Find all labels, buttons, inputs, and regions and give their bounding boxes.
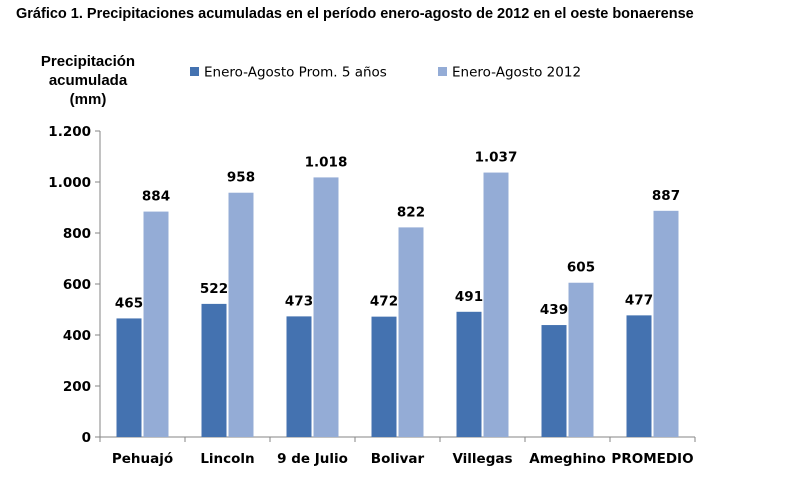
- data-label-series-1: 522: [200, 281, 228, 297]
- data-label-series-1: 473: [285, 293, 313, 309]
- data-label-series-2: 605: [567, 260, 595, 276]
- legend: Enero-Agosto Prom. 5 años Enero-Agosto 2…: [190, 65, 581, 81]
- bar-series-2: [653, 210, 679, 437]
- x-category-label: Lincoln: [200, 451, 254, 467]
- bar-series-1: [286, 316, 312, 437]
- x-category-label: Pehuajó: [112, 451, 173, 467]
- data-label-series-1: 472: [370, 294, 398, 310]
- data-label-series-1: 491: [455, 289, 483, 305]
- bar-series-1: [371, 316, 397, 437]
- plot-area: 0 200 400 600 800 1.000 1.200 465 884 Pehuajó 522 9…: [48, 124, 696, 467]
- x-category-label: PROMEDIO: [611, 451, 693, 467]
- bar-series-2: [228, 192, 254, 437]
- bar-series-1: [116, 318, 142, 437]
- bar-series-2: [483, 172, 509, 437]
- data-label-series-2: 958: [227, 170, 255, 186]
- y-axis-label: Precipitación acumulada (mm): [30, 52, 146, 109]
- chart-title: Gráfico 1. Precipitaciones acumuladas en…: [16, 6, 694, 22]
- y-tick-label: 200: [63, 379, 91, 395]
- y-axis-label-line-3: (mm): [69, 91, 107, 108]
- bar-series-2: [143, 211, 169, 437]
- y-tick-label: 400: [63, 328, 91, 344]
- y-tick-label: 0: [82, 430, 91, 446]
- legend-label-series-1: Enero-Agosto Prom. 5 años: [204, 65, 387, 81]
- data-label-series-1: 465: [115, 295, 143, 311]
- bar-series-2: [568, 282, 594, 437]
- data-label-series-1: 439: [540, 302, 568, 318]
- data-label-series-2: 1.037: [475, 150, 518, 166]
- data-label-series-1: 477: [625, 292, 653, 308]
- bar-series-2: [398, 227, 424, 437]
- x-category-label: Villegas: [452, 451, 512, 467]
- bar-series-1: [456, 311, 482, 437]
- data-label-series-2: 822: [397, 204, 425, 220]
- legend-swatch-series-2: [438, 67, 447, 76]
- bar-series-1: [201, 303, 227, 437]
- legend-label-series-2: Enero-Agosto 2012: [452, 65, 581, 81]
- data-label-series-2: 1.018: [305, 154, 348, 170]
- bar-series-1: [626, 315, 652, 437]
- x-category-label: Bolivar: [371, 451, 425, 467]
- y-axis-label-line-1: Precipitación: [40, 53, 136, 70]
- y-tick-label: 1.200: [48, 124, 91, 140]
- legend-swatch-series-1: [190, 67, 199, 76]
- data-label-series-2: 887: [652, 188, 680, 204]
- x-category-label: Ameghino: [529, 451, 605, 467]
- y-tick-label: 1.000: [48, 175, 91, 191]
- x-category-label: 9 de Julio: [277, 451, 348, 467]
- data-label-series-2: 884: [142, 189, 170, 205]
- bar-series-2: [313, 177, 339, 437]
- y-axis-label-line-2: acumulada: [48, 72, 128, 89]
- bar-series-1: [541, 325, 567, 437]
- y-tick-label: 600: [63, 277, 91, 293]
- y-tick-label: 800: [63, 226, 91, 242]
